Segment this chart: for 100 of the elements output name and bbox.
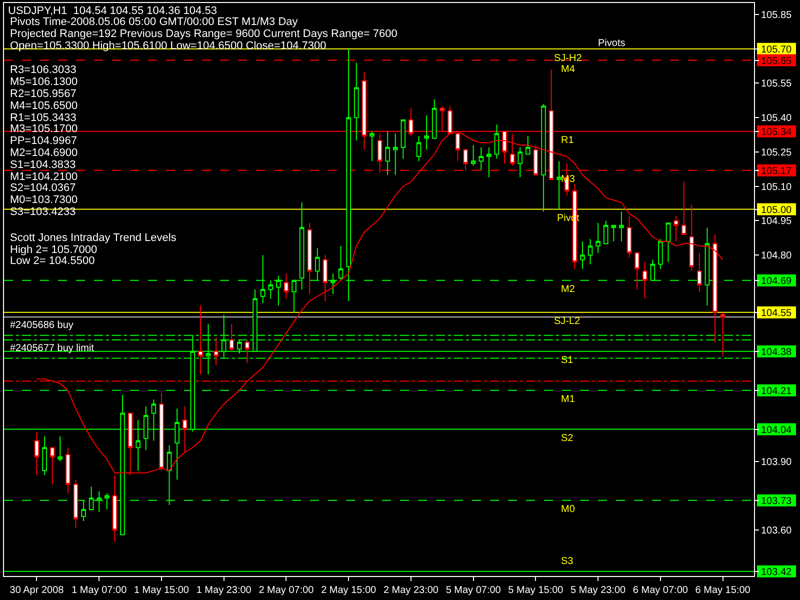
y-tick-label: 105.40: [761, 113, 792, 124]
candlestick: [580, 240, 585, 270]
y-tick-label: 103.42: [761, 566, 792, 578]
x-tick-label: 5 May 15:00: [508, 585, 564, 596]
x-tick-label: 1 May 23:00: [196, 585, 252, 596]
candlestick: [34, 431, 40, 476]
candlestick: [611, 224, 616, 242]
annotation: M5=106.1300: [10, 76, 78, 88]
y-tick-label: 105.85: [761, 10, 792, 21]
annotation: R2=105.9567: [10, 88, 76, 100]
y-tick-label: 105.17: [761, 166, 792, 177]
candlestick: [370, 130, 374, 162]
candlestick: [689, 204, 694, 272]
candlestick: [619, 211, 624, 242]
y-tick-label: 104.21: [761, 386, 792, 397]
candlestick: [642, 262, 648, 300]
annotation: M4=105.6500: [10, 100, 78, 112]
x-tick-label: 5 May 23:00: [570, 585, 626, 596]
candlestick: [720, 312, 726, 356]
x-tick-label: 2 May 23:00: [383, 585, 439, 596]
ref-line-label: SJ-H2: [554, 53, 582, 64]
candlestick: [666, 222, 671, 262]
ref-line-label: S2: [561, 433, 574, 444]
candlestick: [518, 146, 523, 178]
candlestick: [244, 339, 250, 364]
annotation: High 2= 105.7000: [10, 244, 98, 256]
candlestick: [541, 103, 546, 212]
y-tick-label: 105.25: [761, 147, 792, 158]
candlestick: [596, 222, 600, 254]
annotation: Scott Jones Intraday Trend Levels: [10, 232, 177, 244]
annotation: M1=104.2100: [10, 171, 78, 183]
candlestick: [658, 238, 663, 270]
candlestick: [424, 114, 429, 150]
y-tick-label: 105.65: [761, 56, 792, 67]
candlestick: [214, 337, 218, 366]
x-tick-label: 6 May 15:00: [695, 585, 751, 596]
candlestick: [50, 447, 55, 485]
candlestick: [322, 254, 328, 302]
candlestick: [385, 130, 390, 176]
y-tick-label: 103.90: [761, 456, 792, 468]
candlestick: [634, 252, 640, 290]
y-tick-label: 105.10: [761, 182, 792, 193]
y-tick-label: 105.00: [761, 204, 792, 216]
annotation: PP=104.9967: [10, 135, 77, 147]
y-tick-label: 104.04: [761, 424, 792, 436]
ref-line-label: M0: [561, 504, 576, 515]
y-tick-label: 104.69: [761, 276, 792, 287]
candlestick: [712, 234, 718, 343]
candlestick: [470, 144, 476, 166]
candlestick: [556, 160, 562, 210]
candlestick: [626, 216, 632, 258]
y-tick-label: 104.80: [761, 250, 792, 262]
ref-line-label: S1: [561, 355, 574, 366]
y-tick-label: 104.95: [761, 216, 792, 228]
candlestick: [73, 479, 78, 528]
y-tick-label: 105.34: [761, 126, 792, 138]
candlestick: [603, 220, 608, 244]
candlestick: [400, 119, 406, 160]
candlestick: [354, 62, 359, 142]
candlestick: [42, 436, 47, 476]
ref-line-label: M1: [561, 394, 576, 405]
y-tick-label: 105.70: [761, 44, 792, 56]
candlestick: [486, 146, 492, 178]
ref-line-label: M2: [561, 284, 576, 295]
candlestick: [338, 245, 344, 281]
y-tick-label: 103.60: [761, 526, 792, 537]
candlestick: [416, 135, 422, 162]
candlestick: [697, 252, 702, 292]
annotation: S1=104.3833: [10, 159, 76, 171]
annotation: Pivots Time-2008.05.06 05:00 GMT/00:00 EST M1/M3 Day: [10, 16, 298, 28]
candlestick: [494, 124, 500, 160]
y-tick-label: 104.38: [761, 346, 792, 358]
ref-line-label: SJ-L2: [554, 316, 581, 327]
x-tick-label: 1 May 15:00: [134, 585, 190, 596]
annotation: Pivots: [598, 38, 626, 49]
annotation: Projected Range=192 Previous Days Range= 9600 Current Days Range= 7600: [10, 28, 398, 40]
x-tick-label: 6 May 07:00: [632, 585, 688, 596]
candlestick: [229, 323, 234, 352]
candlestick: [463, 149, 468, 171]
chart-title: USDJPY,H1 104.54 104.55 104.36 104.53: [8, 4, 217, 17]
candlestick: [526, 135, 530, 155]
ref-line-label: M4: [561, 64, 576, 75]
x-tick-label: 2 May 15:00: [321, 585, 377, 596]
candlestick: [268, 280, 274, 300]
candlestick: [198, 305, 203, 375]
annotation: Low 2= 104.5500: [10, 255, 95, 267]
candlestick: [66, 447, 70, 494]
x-tick-label: 30 Apr 2008: [10, 585, 64, 596]
candlestick: [182, 406, 188, 453]
candlestick: [307, 222, 312, 295]
candlestick: [284, 272, 289, 300]
ref-line-label: R1: [561, 135, 574, 146]
x-tick-label: 2 May 07:00: [258, 585, 314, 596]
annotation: R3=106.3033: [10, 64, 76, 76]
annotation: S2=104.0367: [10, 182, 76, 194]
ref-line-label: #2405686 buy: [10, 320, 74, 331]
ref-line-label: S3: [561, 556, 574, 567]
annotation: M0=103.7300: [10, 194, 78, 206]
candlestick: [478, 146, 484, 171]
candlestick: [432, 98, 437, 139]
